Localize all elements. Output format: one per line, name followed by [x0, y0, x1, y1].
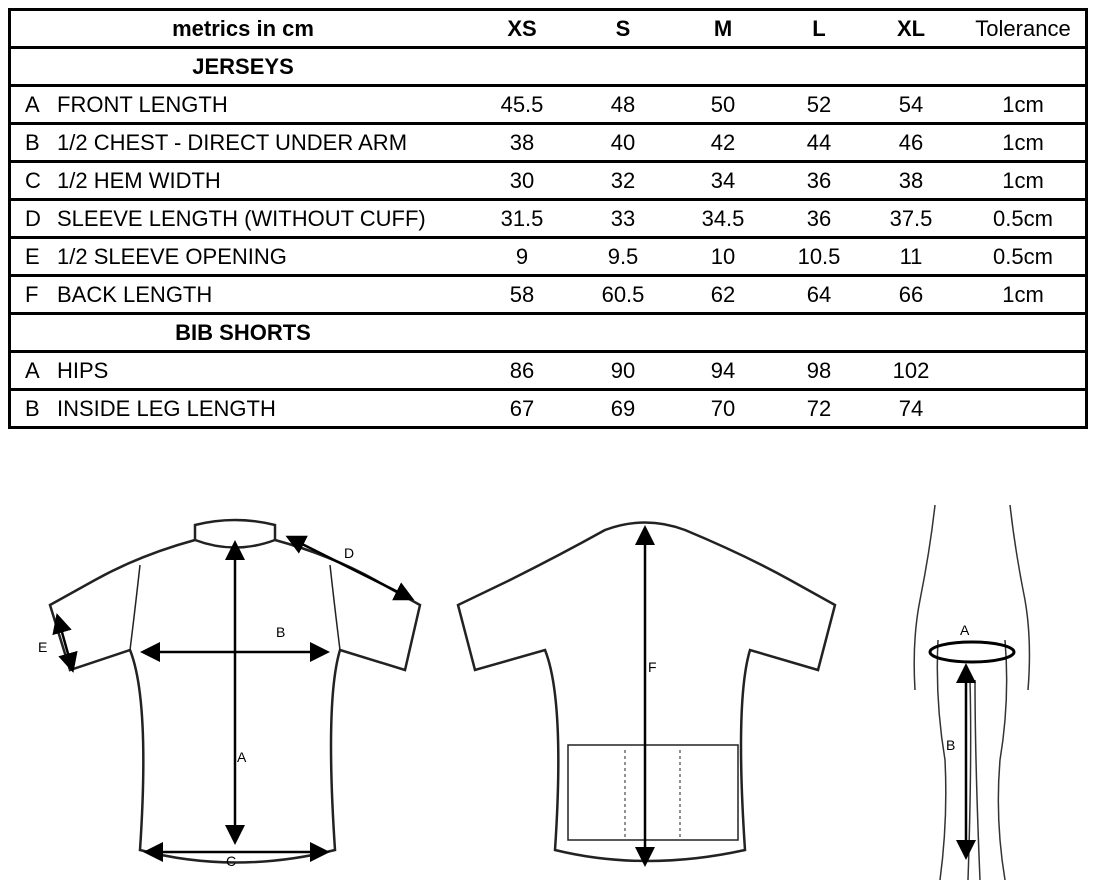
size-header: S: [615, 15, 631, 41]
label-f: F: [648, 659, 657, 675]
row-value: 33: [610, 205, 636, 231]
label-b: B: [276, 624, 285, 640]
row-value: 70: [710, 395, 736, 421]
row-value: 32: [610, 167, 636, 193]
row-value: 9: [515, 243, 529, 269]
row-letter: A: [25, 357, 40, 383]
body-illustration: [913, 504, 1031, 881]
row-value: 48: [610, 91, 636, 117]
row-value: 11: [899, 243, 923, 269]
row-value: 72: [806, 395, 832, 421]
label-d: D: [344, 545, 354, 561]
row-value: 34.5: [701, 205, 745, 231]
metrics-header: metrics in cm: [172, 15, 314, 41]
row-tolerance: 1cm: [1002, 281, 1044, 307]
row-letter: E: [25, 243, 40, 269]
label-hips-a: A: [960, 622, 970, 638]
section-title: BIB SHORTS: [175, 319, 311, 345]
row-name: 1/2 SLEEVE OPENING: [57, 243, 287, 269]
label-a: A: [237, 749, 247, 765]
front-measurements: [52, 535, 415, 862]
tolerance-header: Tolerance: [975, 15, 1071, 41]
back-jersey-illustration: [456, 521, 837, 863]
table-row: F BACK LENGTH 58 60.5 62 64 66 1cm: [11, 274, 1085, 312]
row-value: 42: [710, 129, 736, 155]
row-value: 90: [610, 357, 636, 383]
row-value: 34: [710, 167, 736, 193]
row-tolerance: 1cm: [1002, 167, 1044, 193]
row-tolerance: 0.5cm: [993, 205, 1053, 231]
table-row: C 1/2 HEM WIDTH 30 32 34 36 38 1cm: [11, 160, 1085, 198]
row-value: 102: [892, 357, 930, 383]
size-chart-table: metrics in cm XS S M L XL Tolerance JERSEYS A FRO…: [8, 8, 1088, 429]
row-value: 10: [710, 243, 736, 269]
row-name: HIPS: [57, 357, 109, 383]
size-header: XS: [507, 15, 537, 41]
row-value: 45.5: [500, 91, 544, 117]
table-row: A HIPS 86 90 94 98 102: [11, 350, 1085, 388]
row-name: SLEEVE LENGTH (WITHOUT CUFF): [57, 205, 426, 231]
row-tolerance: 0.5cm: [993, 243, 1053, 269]
row-letter: A: [25, 91, 40, 117]
row-letter: F: [25, 281, 39, 307]
row-value: 38: [509, 129, 535, 155]
row-value: 37.5: [889, 205, 933, 231]
row-value: 10.5: [797, 243, 841, 269]
row-value: 62: [710, 281, 736, 307]
table-row: D SLEEVE LENGTH (WITHOUT CUFF) 31.5 33 34.5 3…: [11, 198, 1085, 236]
row-name: 1/2 HEM WIDTH: [57, 167, 221, 193]
table-row: B 1/2 CHEST - DIRECT UNDER ARM 38 40 42 44 46 1…: [11, 122, 1085, 160]
row-value: 67: [509, 395, 535, 421]
label-e: E: [38, 639, 47, 655]
row-value: 52: [806, 91, 832, 117]
row-name: INSIDE LEG LENGTH: [57, 395, 276, 421]
row-name: 1/2 CHEST - DIRECT UNDER ARM: [57, 129, 408, 155]
row-value: 44: [806, 129, 832, 155]
row-value: 50: [710, 91, 736, 117]
row-value: 30: [509, 167, 535, 193]
row-tolerance: 1cm: [1002, 129, 1044, 155]
row-value: 64: [806, 281, 832, 307]
row-value: 86: [509, 357, 535, 383]
row-value: 66: [898, 281, 924, 307]
size-header: XL: [896, 15, 926, 41]
body-measurements: [928, 640, 1016, 860]
table-row: E 1/2 SLEEVE OPENING 9 9.5 10 10.5 11 0.5cm: [11, 236, 1085, 274]
row-tolerance: 1cm: [1002, 91, 1044, 117]
row-value: 69: [610, 395, 636, 421]
row-value: 38: [898, 167, 924, 193]
section-title: JERSEYS: [192, 53, 294, 79]
row-letter: B: [25, 395, 40, 421]
row-value: 9.5: [607, 243, 639, 269]
row-value: 36: [806, 167, 832, 193]
row-value: 40: [610, 129, 636, 155]
section-header: BIB SHORTS: [11, 312, 1085, 350]
label-leg-b: B: [946, 737, 955, 753]
row-value: 94: [710, 357, 736, 383]
row-letter: C: [25, 167, 41, 193]
section-header: JERSEYS: [11, 46, 1085, 84]
row-value: 36: [806, 205, 832, 231]
row-value: 54: [898, 91, 924, 117]
row-letter: B: [25, 129, 40, 155]
row-letter: D: [25, 205, 41, 231]
header-row: metrics in cm XS S M L XL Tolerance: [11, 11, 1085, 46]
row-value: 58: [509, 281, 535, 307]
row-name: FRONT LENGTH: [57, 91, 228, 117]
size-header: L: [812, 15, 826, 41]
row-value: 98: [806, 357, 832, 383]
table-row: B INSIDE LEG LENGTH 67 69 70 72 74: [11, 388, 1085, 426]
row-value: 60.5: [601, 281, 645, 307]
row-name: BACK LENGTH: [57, 281, 213, 307]
row-value: 46: [898, 129, 924, 155]
size-header: M: [713, 15, 733, 41]
table-row: A FRONT LENGTH 45.5 48 50 52 54 1cm: [11, 84, 1085, 122]
row-value: 74: [898, 395, 924, 421]
row-value: 31.5: [500, 205, 544, 231]
label-c: C: [226, 853, 236, 869]
